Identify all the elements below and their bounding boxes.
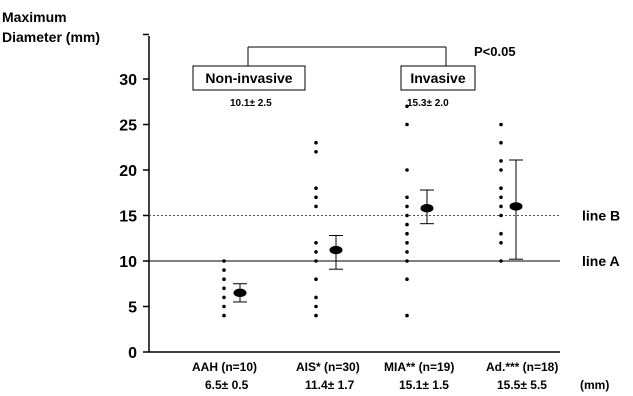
y-tick-label: 30 bbox=[119, 72, 137, 89]
y-tick-label: 10 bbox=[119, 254, 137, 271]
data-point bbox=[314, 314, 318, 318]
data-point bbox=[314, 296, 318, 300]
data-point bbox=[314, 196, 318, 200]
data-point bbox=[405, 196, 409, 200]
data-point bbox=[314, 205, 318, 209]
y-tick-label: 15 bbox=[119, 209, 137, 226]
data-point bbox=[499, 259, 503, 263]
y-tick-label: 20 bbox=[119, 163, 137, 180]
data-point bbox=[314, 241, 318, 245]
data-point bbox=[222, 296, 226, 300]
reference-lines: line A line B bbox=[149, 208, 620, 270]
y-axis-ticks: 0 5 10 15 20 25 30 bbox=[119, 35, 149, 363]
data-point bbox=[314, 250, 318, 254]
category-label-aah: AAH (n=10) bbox=[192, 360, 257, 374]
y-tick-label: 25 bbox=[119, 118, 137, 135]
data-point bbox=[405, 314, 409, 318]
data-point bbox=[405, 259, 409, 263]
category-stat-ais: 11.4± 1.7 bbox=[305, 378, 355, 392]
data-point bbox=[405, 250, 409, 254]
data-point bbox=[314, 305, 318, 309]
data-point bbox=[499, 241, 503, 245]
category-stat-aah: 6.5± 0.5 bbox=[205, 378, 249, 392]
data-point bbox=[499, 159, 503, 163]
data-point bbox=[499, 186, 503, 190]
data-point bbox=[499, 196, 503, 200]
y-axis-title-line1: Maximum bbox=[2, 9, 67, 25]
data-point bbox=[405, 277, 409, 281]
data-point bbox=[222, 268, 226, 272]
data-point bbox=[222, 277, 226, 281]
data-point bbox=[499, 168, 503, 172]
mean-marker bbox=[330, 246, 343, 254]
data-point bbox=[314, 259, 318, 263]
data-point bbox=[405, 223, 409, 227]
p-value-label: P<0.05 bbox=[474, 44, 516, 59]
category-label-mia: MIA** (n=19) bbox=[384, 360, 454, 374]
data-point bbox=[499, 141, 503, 145]
y-tick-label: 0 bbox=[128, 345, 137, 362]
invasive-label: Invasive bbox=[410, 70, 465, 86]
data-point bbox=[405, 214, 409, 218]
data-point bbox=[314, 186, 318, 190]
invasive-stat: 15.3± 2.0 bbox=[407, 98, 449, 109]
data-point bbox=[222, 314, 226, 318]
reference-line-label: line B bbox=[582, 208, 620, 224]
y-axis-title-line2: Diameter (mm) bbox=[2, 29, 100, 45]
data-point bbox=[499, 214, 503, 218]
mean-marker bbox=[234, 289, 247, 297]
data-point bbox=[405, 123, 409, 127]
data-points bbox=[222, 105, 503, 318]
data-point bbox=[499, 205, 503, 209]
unit-label: (mm) bbox=[580, 378, 609, 392]
data-point bbox=[405, 232, 409, 236]
non-invasive-stat: 10.1± 2.5 bbox=[230, 98, 272, 109]
category-label-ad: Ad.*** (n=18) bbox=[486, 360, 558, 374]
non-invasive-label: Non-invasive bbox=[205, 70, 292, 86]
data-point bbox=[314, 141, 318, 145]
significance-bracket bbox=[248, 47, 446, 66]
data-point bbox=[405, 205, 409, 209]
mean-marker bbox=[421, 204, 434, 212]
data-point bbox=[222, 287, 226, 291]
data-point bbox=[314, 150, 318, 154]
mean-error-bars bbox=[233, 160, 523, 302]
mean-marker bbox=[510, 202, 523, 210]
data-point bbox=[314, 277, 318, 281]
data-point bbox=[222, 305, 226, 309]
data-point bbox=[499, 232, 503, 236]
data-point bbox=[499, 123, 503, 127]
category-stat-mia: 15.1± 1.5 bbox=[399, 378, 449, 392]
category-stat-ad: 15.5± 5.5 bbox=[497, 378, 547, 392]
data-point bbox=[222, 259, 226, 263]
category-label-ais: AIS* (n=30) bbox=[296, 360, 360, 374]
data-point bbox=[405, 168, 409, 172]
reference-line-label: line A bbox=[582, 253, 620, 269]
y-tick-label: 5 bbox=[128, 300, 137, 317]
data-point bbox=[405, 241, 409, 245]
